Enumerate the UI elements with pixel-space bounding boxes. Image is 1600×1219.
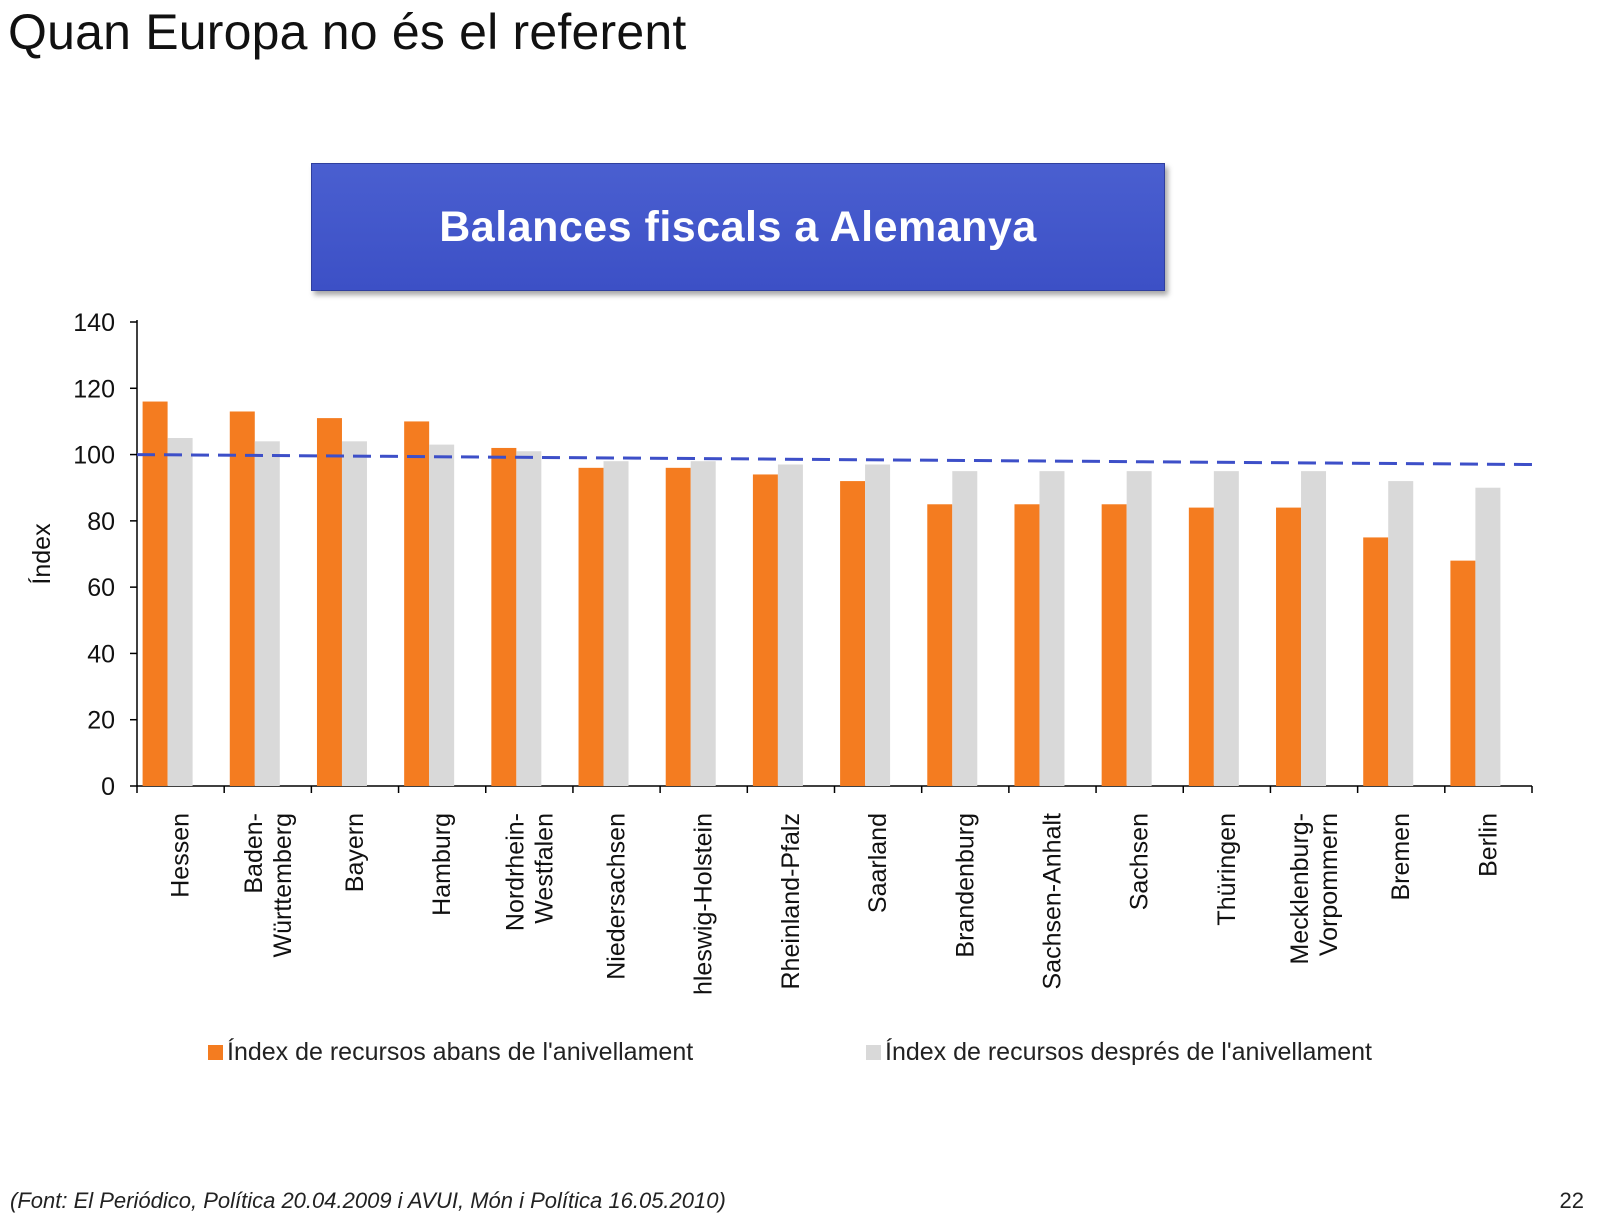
- legend-item-before: Índex de recursos abans de l'anivellamen…: [208, 1038, 693, 1067]
- y-tick-label: 80: [87, 508, 115, 536]
- bar-before: [229, 411, 255, 786]
- x-tick-label: Saarland: [864, 813, 892, 913]
- x-tick-label-line: Westfalen: [530, 813, 558, 924]
- bar-before: [578, 467, 604, 786]
- x-tick-label-line: Württemberg: [269, 813, 297, 957]
- bar-after: [1213, 471, 1239, 786]
- y-tick-label: 60: [87, 574, 115, 602]
- bar-before: [316, 418, 342, 786]
- bar-after: [516, 451, 542, 786]
- bar-before: [404, 421, 430, 786]
- x-tick-label-line: Nordrhein-: [501, 813, 529, 931]
- x-tick-label: Berlin: [1474, 813, 1502, 877]
- x-tick-label-line: Sachsen-Anhalt: [1038, 813, 1066, 990]
- x-tick-label-line: Berlin: [1474, 813, 1502, 877]
- reference-line: [136, 453, 1533, 467]
- x-tick-label: Brandenburg: [951, 813, 979, 958]
- bar-after: [1126, 471, 1152, 786]
- bar-after: [341, 441, 367, 786]
- bar-after: [1475, 487, 1501, 786]
- x-tick-label-line: Baden-: [240, 813, 268, 894]
- x-tick-label: Hessen: [167, 813, 195, 898]
- x-tick-label-line: Hamburg: [428, 813, 456, 916]
- y-tick-label: 0: [101, 773, 115, 801]
- x-tick-label-line: Bayern: [341, 813, 369, 892]
- bar-before: [665, 467, 691, 786]
- source-note: (Font: El Periódico, Política 20.04.2009…: [10, 1188, 726, 1213]
- bar-before: [1188, 507, 1214, 786]
- chart-title: Balances fiscals a Alemanya: [439, 202, 1037, 251]
- bar-after: [429, 444, 455, 786]
- x-tick-label: Bremen: [1387, 813, 1415, 901]
- chart-title-box: Balances fiscals a Alemanya: [311, 163, 1165, 291]
- x-tick-label-line: Vorpommern: [1315, 813, 1343, 956]
- bar-before: [1101, 504, 1127, 786]
- bar-after: [1301, 471, 1327, 786]
- legend-item-after: Índex de recursos després de l'anivellam…: [866, 1038, 1372, 1067]
- x-tick-label: Baden-Württemberg: [240, 813, 297, 957]
- bar-before: [1276, 507, 1302, 786]
- bar-after: [167, 438, 193, 786]
- legend-swatch-after: [866, 1045, 881, 1060]
- bar-before: [142, 401, 168, 786]
- x-tick-label-line: Mecklenburg-: [1286, 813, 1314, 964]
- x-tick-label: Niedersachsen: [603, 813, 631, 980]
- legend-label-before: Índex de recursos abans de l'anivellamen…: [227, 1038, 694, 1066]
- bar-before: [927, 504, 953, 786]
- y-tick-label: 140: [73, 309, 115, 337]
- y-tick-label: 20: [87, 707, 115, 735]
- bar-before: [752, 474, 778, 786]
- bar-before: [1450, 560, 1476, 786]
- x-tick-label: Thüringen: [1213, 813, 1241, 926]
- x-tick-label: Rheinland-Pfalz: [777, 813, 805, 990]
- x-tick-label: Bayern: [341, 813, 369, 892]
- x-tick-label: hleswig-Holstein: [690, 813, 718, 995]
- y-tick-label: 120: [73, 375, 115, 403]
- x-tick-label: Nordrhein-Westfalen: [501, 813, 558, 931]
- bar-before: [1014, 504, 1040, 786]
- bar-after: [1039, 471, 1065, 786]
- y-axis-label: Índex: [27, 523, 56, 585]
- y-tick-label: 100: [73, 442, 115, 470]
- x-tick-label-line: Bremen: [1387, 813, 1415, 901]
- x-tick-label-line: Sachsen: [1126, 813, 1154, 910]
- bar-after: [603, 461, 629, 786]
- page-number: 22: [1559, 1188, 1584, 1213]
- x-tick-label: Sachsen-Anhalt: [1038, 813, 1066, 990]
- bar-after: [690, 461, 716, 786]
- legend-swatch-before: [208, 1045, 223, 1060]
- x-tick-label: Sachsen: [1126, 813, 1154, 910]
- bar-before: [491, 447, 517, 786]
- x-tick-label: Mecklenburg-Vorpommern: [1286, 813, 1343, 964]
- x-tick-label-line: Saarland: [864, 813, 892, 913]
- x-tick-label-line: hleswig-Holstein: [690, 813, 718, 995]
- legend-label-after: Índex de recursos després de l'anivellam…: [885, 1038, 1372, 1066]
- bar-after: [952, 471, 978, 786]
- slide-title: Quan Europa no és el referent: [8, 4, 687, 60]
- x-tick-label-line: Rheinland-Pfalz: [777, 813, 805, 990]
- x-tick-label-line: Hessen: [167, 813, 195, 898]
- bar-chart: 0 20 40 60 80 100 120 140 Índex Hessen Baden-Württ…: [27, 309, 1533, 995]
- bar-before: [840, 481, 866, 786]
- x-tick-label-line: Thüringen: [1213, 813, 1241, 926]
- x-tick-label: Hamburg: [428, 813, 456, 916]
- bar-after: [1388, 481, 1414, 786]
- y-tick-label: 40: [87, 640, 115, 668]
- bar-after: [777, 464, 803, 786]
- bar-after: [254, 441, 280, 786]
- x-tick-label-line: Brandenburg: [951, 813, 979, 958]
- bar-before: [1363, 537, 1389, 786]
- bar-after: [865, 464, 891, 786]
- x-tick-label-line: Niedersachsen: [603, 813, 631, 980]
